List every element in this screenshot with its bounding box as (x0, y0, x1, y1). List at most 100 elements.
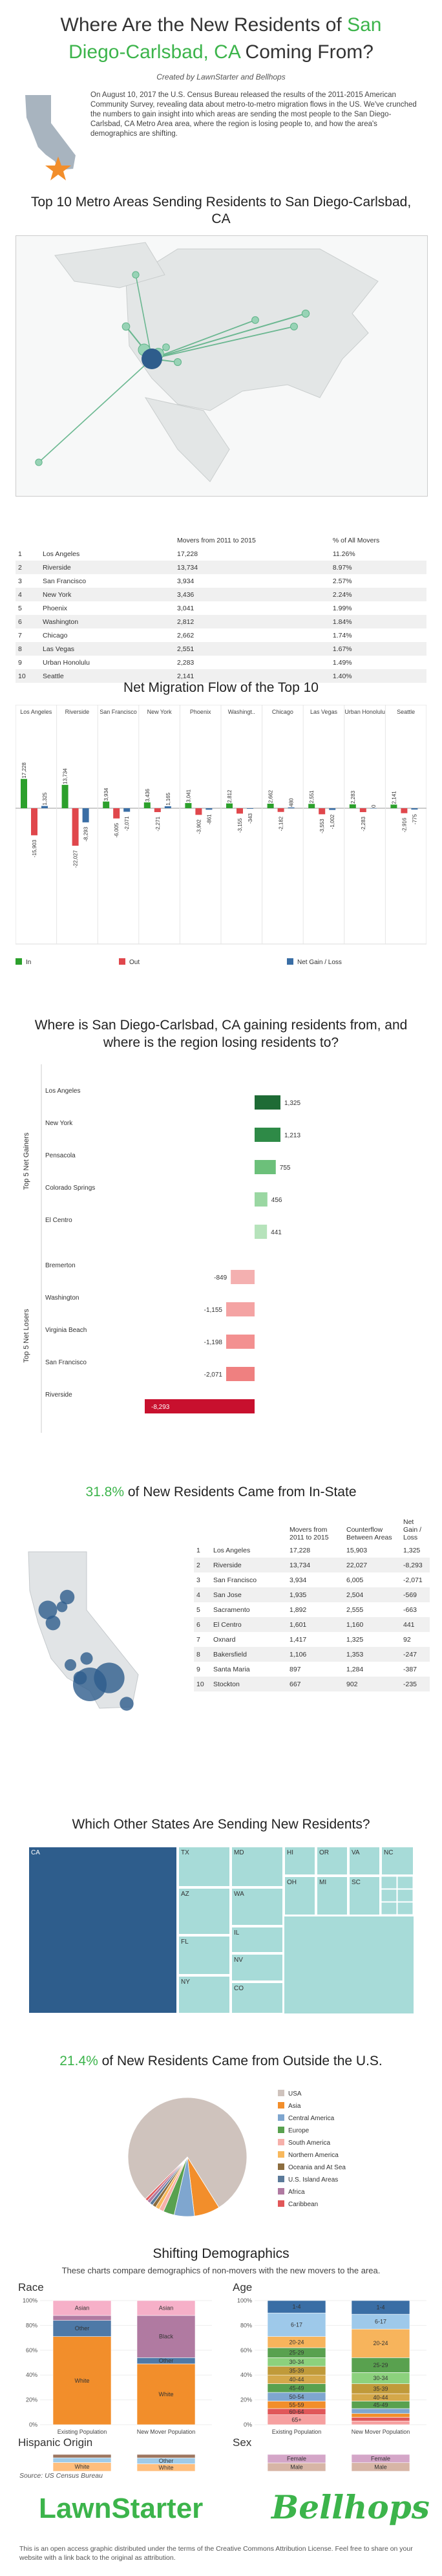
city-bubble (120, 1697, 134, 1711)
category-label: Seattle (397, 709, 415, 715)
table-row: 1 Los Angeles 17,228 11.26% (16, 547, 426, 561)
flow-line (151, 319, 256, 360)
table-cell-rank: 9 (18, 658, 22, 667)
treemap-cell (231, 1887, 284, 1926)
legend-label: Asia (288, 2103, 301, 2110)
states-treemap[interactable]: CA TX AZ FL NY MD WA IL NV CO HI OR VA NC OH MI SC (28, 1847, 414, 2013)
table-cell-movers: 1,892 (289, 1605, 307, 1614)
gain-loss-chart[interactable]: Top 5 Net Gainers Top 5 Net Losers Los Ang… (16, 1064, 426, 1446)
table-row: 9 Urban Honolulu 2,283 1.49% (16, 656, 426, 669)
table-cell-name: Sacramento (213, 1605, 250, 1614)
gain-bar (255, 1160, 276, 1174)
segment-label: 65+ (291, 2416, 301, 2423)
legend-swatch (278, 2114, 284, 2121)
category-label: Los Angeles (45, 1088, 81, 1095)
table-row: 6 Washington 2,812 1.84% (16, 615, 426, 628)
table-cell-rank: 7 (18, 631, 22, 639)
table-row: 4 New York 3,436 2.24% (16, 588, 426, 601)
stack-segment (351, 2328, 410, 2358)
city-bubble (64, 1658, 77, 1671)
outside-pct: 21.4% (59, 2054, 98, 2068)
segment-label: 1-4 (292, 2304, 300, 2310)
data-label: -2,182 (279, 816, 284, 831)
data-label: -3,553 (319, 819, 325, 833)
mexico-landmass (144, 397, 230, 482)
table-cell-movers: 3,436 (174, 588, 330, 601)
stack-segment (136, 2454, 196, 2458)
bar-net-gain-loss (123, 808, 131, 812)
flow-map[interactable] (16, 236, 427, 496)
table-cell-net: 1,325 (403, 1546, 421, 1554)
data-label: -861 (206, 814, 212, 825)
outside-title: 21.4% of New Residents Came from Outside… (0, 2054, 442, 2069)
race-chart[interactable]: 0% 20% 40% 60% 80% 100% White Other Asian Existin… (18, 2297, 218, 2438)
origin-point (121, 322, 131, 331)
table-cell-rank: 9 (196, 1665, 200, 1673)
bar-in (103, 801, 110, 808)
segment-label: 50-54 (289, 2394, 304, 2400)
treemap-label: TX (181, 1849, 189, 1856)
treemap-label: OR (319, 1849, 329, 1856)
table-cell-name: Bakersfield (211, 1647, 287, 1662)
table-cell-name: Riverside (40, 561, 174, 574)
category-label: Bremerton (45, 1262, 76, 1269)
bar-net-gain-loss (205, 808, 213, 810)
flow-line (38, 358, 153, 463)
outside-us-pie[interactable]: USA Asia Central America Europe South Americ… (116, 2086, 388, 2228)
table-row: 7 Chicago 2,662 1.74% (16, 628, 426, 642)
race-label: Race (18, 2281, 44, 2293)
table-cell-name: Stockton (211, 1677, 287, 1691)
bar-net-gain-loss (329, 808, 336, 810)
gain-bar (255, 1225, 268, 1239)
treemap-cell (284, 1847, 316, 1876)
loss-bar (145, 1399, 255, 1413)
instate-bubble-map[interactable] (16, 1545, 190, 1733)
stack-segment (52, 2454, 112, 2458)
segment-label: 55-59 (289, 2401, 304, 2408)
states-title: Which Other States Are Sending New Resid… (72, 1817, 370, 1832)
segment-label: 25-29 (373, 2362, 388, 2368)
y-tick-label: 100% (237, 2297, 252, 2304)
table-cell-name: Los Angeles (213, 1546, 251, 1554)
demographics-title: Shifting Demographics (153, 2246, 289, 2261)
segment-label: 45-49 (289, 2385, 304, 2391)
legend-label: South America (288, 2140, 330, 2147)
bar-out (72, 808, 79, 846)
bellhops-logo[interactable]: Bellhops (271, 2488, 430, 2526)
category-label: Urban Honolulu (344, 709, 385, 715)
segment-label: 6-17 (375, 2319, 386, 2325)
stack-segment (52, 2315, 112, 2321)
stack-segment (52, 2336, 112, 2425)
category-label: New York (147, 709, 173, 715)
segment-label: 6-17 (291, 2321, 302, 2328)
table-cell-name: Santa Maria (213, 1665, 250, 1673)
table-cell-rank: 8 (16, 642, 40, 656)
table-cell-pct: 1.67% (330, 642, 426, 656)
city-bubble (94, 1662, 125, 1693)
col-movers-header: Movers from 2011 to 2015 (177, 537, 256, 544)
table-cell-counter: 2,504 (344, 1587, 401, 1602)
stack-segment (52, 2300, 112, 2316)
data-label: 3,934 (103, 788, 109, 801)
data-label: 3,436 (145, 788, 151, 802)
segment-label: 45-49 (373, 2401, 388, 2408)
table-row: 2 Riverside 13,734 22,027 -8,293 (194, 1558, 430, 1572)
table-row: 1 Los Angeles 17,228 15,903 1,325 (194, 1543, 430, 1558)
stack-segment (351, 2413, 410, 2418)
stack-segment (267, 2312, 326, 2337)
top10-table-body: 1 Los Angeles 17,228 11.26% 2 Riverside 13,734… (16, 547, 426, 683)
data-label: -3,155 (237, 818, 243, 833)
lawnstarter-logo[interactable]: LawnStarter (39, 2493, 204, 2524)
stack-segment (351, 2408, 410, 2414)
origin-point (301, 309, 310, 318)
category-label: Riverside (65, 709, 90, 715)
net-flow-chart[interactable]: Los Angeles 17,228 -15,903 1,325 Riverside 13… (16, 705, 426, 989)
license-note: This is an open access graphic distribut… (19, 2545, 413, 2562)
instate-col-counter: Counterflow Between Areas (346, 1526, 392, 1541)
data-label: -6,005 (114, 822, 120, 837)
data-label: 480 (289, 798, 295, 807)
stack-segment (52, 2457, 112, 2463)
